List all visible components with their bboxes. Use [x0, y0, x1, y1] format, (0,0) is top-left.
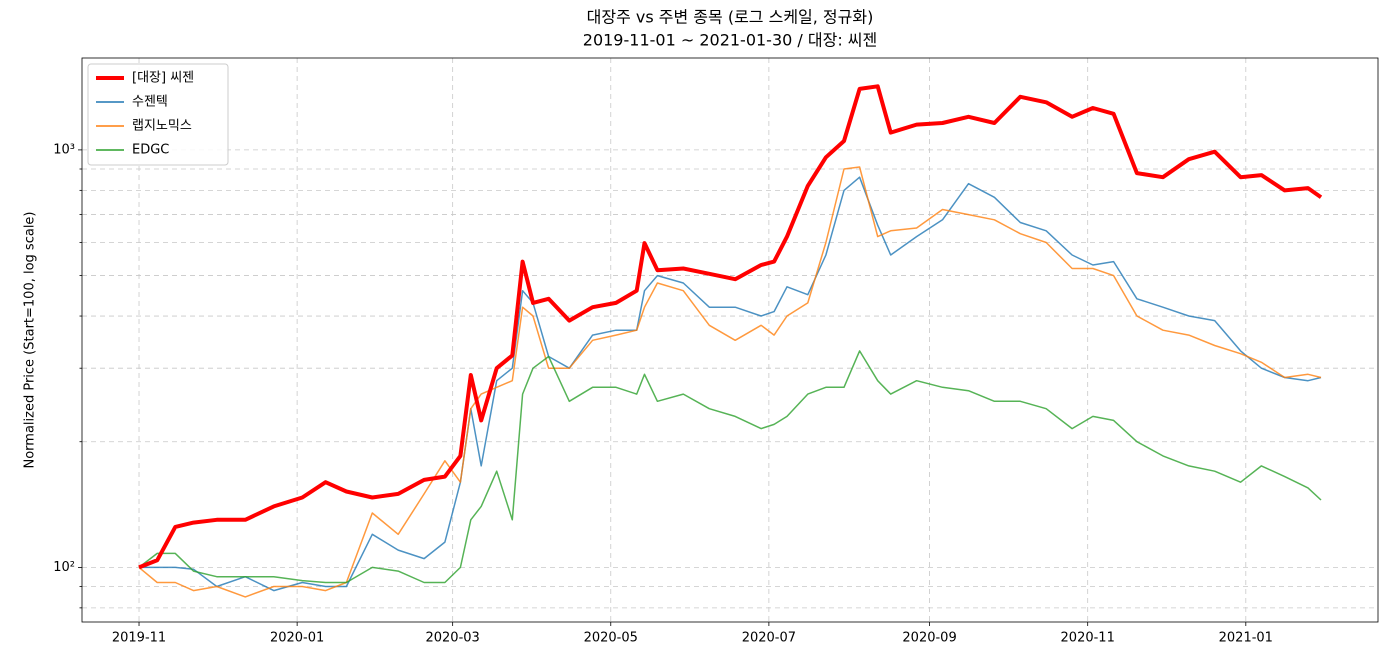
y-tick-label: 10³ [53, 142, 75, 157]
plot-frame [81, 57, 1379, 623]
legend-label: 랩지노믹스 [132, 119, 192, 134]
x-tick-label: 2020-11 [1061, 631, 1115, 646]
data-line [138, 84, 1323, 570]
x-tick-label: 2019-11 [112, 631, 166, 646]
legend-label: 수젠텍 [132, 95, 168, 110]
chart-subtitle: 2019-11-01 ~ 2021-01-30 / 대장: 씨젠 [583, 31, 877, 50]
x-tick-label: 2020-03 [425, 631, 479, 646]
data-line [138, 166, 1322, 598]
x-tick-label: 2021-01 [1219, 631, 1273, 646]
data-line [138, 350, 1322, 584]
x-tick-label: 2020-05 [584, 631, 638, 646]
legend-label: [대장] 씨젠 [132, 71, 194, 86]
data-line [139, 176, 1322, 592]
y-tick-label: 10² [53, 560, 75, 575]
x-tick-label: 2020-01 [270, 631, 324, 646]
x-tick-label: 2020-09 [902, 631, 956, 646]
legend-label: EDGC [132, 143, 169, 158]
y-axis-label: Normalized Price (Start=100, log scale) [23, 211, 38, 468]
chart-title: 대장주 vs 주변 종목 (로그 스케일, 정규화) [587, 8, 874, 27]
x-tick-label: 2020-07 [742, 631, 796, 646]
legend-box [87, 63, 229, 166]
